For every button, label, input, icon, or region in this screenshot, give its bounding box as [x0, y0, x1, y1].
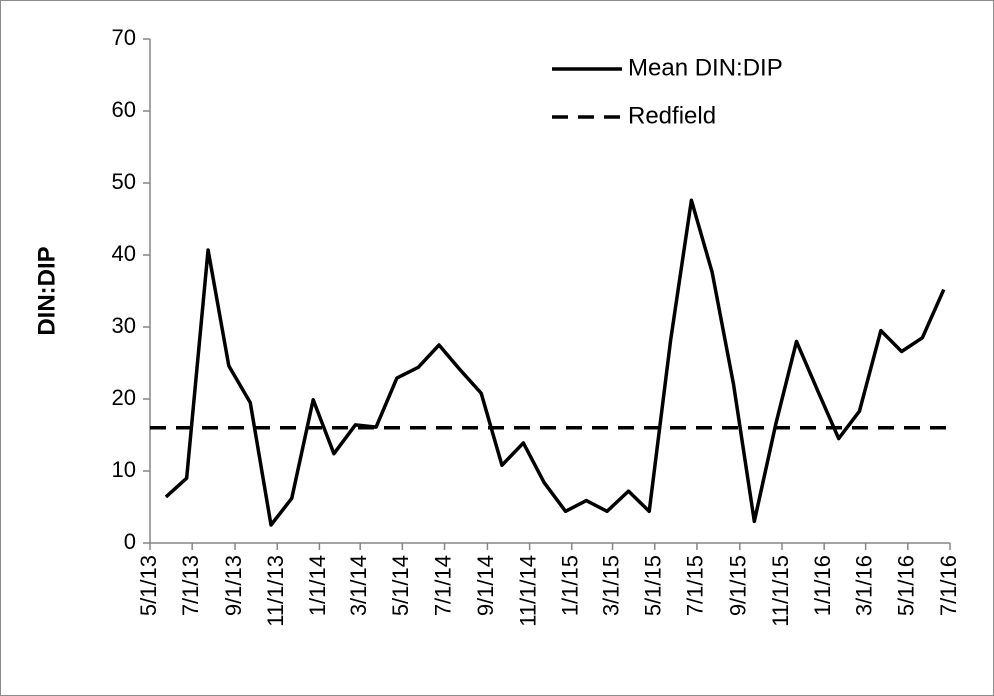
x-tick-label: 1/1/16 — [810, 555, 835, 616]
x-tick-label: 1/1/14 — [305, 555, 330, 616]
x-tick-label: 5/1/14 — [388, 555, 413, 616]
x-tick-label: 9/1/15 — [726, 555, 751, 616]
x-tick-label: 7/1/15 — [683, 555, 708, 616]
legend-label: Mean DIN:DIP — [628, 54, 783, 81]
y-tick-label: 70 — [112, 25, 136, 50]
y-tick-label: 10 — [112, 457, 136, 482]
y-tick-label: 20 — [112, 385, 136, 410]
x-tick-label: 3/1/15 — [598, 555, 623, 616]
x-tick-label: 3/1/14 — [346, 555, 371, 616]
data-line — [164, 198, 946, 527]
y-tick-label: 40 — [112, 241, 136, 266]
y-tick-label: 50 — [112, 169, 136, 194]
x-tick-label: 9/1/14 — [473, 555, 498, 616]
x-tick-label: 3/1/16 — [851, 555, 876, 616]
x-tick-label: 5/1/13 — [136, 555, 161, 616]
legend-label: Redfield — [628, 102, 716, 129]
x-tick-label: 5/1/16 — [894, 555, 919, 616]
x-tick-label: 11/1/15 — [768, 555, 793, 627]
x-tick-label: 7/1/16 — [936, 555, 961, 616]
x-tick-label: 11/1/13 — [263, 555, 288, 627]
x-tick-label: 1/1/15 — [558, 555, 583, 616]
x-tick-label: 7/1/14 — [430, 555, 455, 616]
y-axis-label: DIN:DIP — [33, 246, 60, 335]
x-tick-label: 7/1/13 — [178, 555, 203, 616]
y-tick-label: 60 — [112, 97, 136, 122]
y-tick-label: 0 — [124, 529, 136, 554]
x-tick-label: 11/1/14 — [515, 555, 540, 627]
y-tick-label: 30 — [112, 313, 136, 338]
x-tick-label: 9/1/13 — [221, 555, 246, 616]
x-tick-label: 5/1/15 — [641, 555, 666, 616]
